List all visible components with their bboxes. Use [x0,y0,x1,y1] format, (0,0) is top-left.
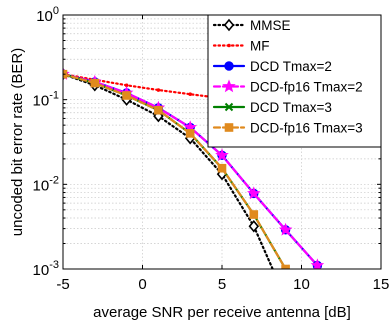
legend-label: MF [250,39,270,54]
legend-label: MMSE [250,18,291,33]
grid [63,15,381,269]
legend: MMSE MF DCD Tmax=2 DCD-fp16 Tmax=2 DCD Tmax=… [207,14,382,148]
y-tick-exponent: -2 [49,174,59,186]
legend-item: MMSE [212,18,291,33]
series-line [63,73,274,269]
y-tick-exponent: -3 [49,259,59,271]
y-tick-base: 10 [33,93,50,110]
series-dcd-fp16-tmax-3 [63,69,290,269]
legend-marker [224,123,234,132]
legend-marker [223,18,235,32]
legend-label: DCD Tmax=3 [250,100,332,115]
y-tick-label: 10-3 [33,259,59,279]
legend-item: DCD Tmax=3 [212,100,332,115]
legend-item: MF [212,39,270,54]
data-point [281,293,289,303]
legend-label: DCD-fp16 Tmax=2 [250,80,363,95]
y-tick-exponent: 0 [53,5,59,17]
legend-marker [224,102,234,112]
y-tick-base: 10 [36,8,53,25]
legend-marker [224,61,234,71]
data-point [185,129,195,138]
legend-label: DCD-fp16 Tmax=3 [250,121,363,136]
data-point [217,163,227,173]
legend-items: MMSE MF DCD Tmax=2 DCD-fp16 Tmax=2 DCD Tmax=… [212,18,363,136]
y-tick-label: 10-1 [33,90,59,110]
data-point [248,219,260,233]
series-line [63,73,287,269]
legend-marker [227,43,231,48]
data-point [281,264,290,269]
data-point [188,92,192,97]
legend-item: DCD-fp16 Tmax=2 [212,79,363,95]
y-tick-label: 100 [36,5,59,25]
y-tick-exponent: -1 [49,90,59,102]
x-tick-label: -5 [56,276,69,293]
data-point [278,222,293,236]
data-point [90,78,100,88]
data-point [310,258,325,269]
data-point [215,148,229,162]
x-tick-labels: -5 0 5 10 15 [56,276,389,293]
data-point [247,186,261,200]
x-tick-label: 15 [373,276,390,293]
y-tick-base: 10 [33,177,50,194]
legend-box [207,14,382,148]
x-tick-label: 5 [218,276,226,293]
x-axis-label: average SNR per receive antenna [dB] [93,304,351,321]
legend-item: DCD Tmax=2 [212,59,332,74]
legend-label: DCD Tmax=2 [250,59,332,74]
y-axis-label: uncoded bit error rate (BER) [9,48,26,236]
series-mmse [63,67,289,303]
data-point [156,88,161,92]
data-point [124,83,129,88]
data-point [154,105,163,115]
data-point [249,210,259,219]
x-tick-label: 0 [138,276,146,293]
y-tick-base: 10 [33,262,50,279]
data-point [122,91,131,100]
legend-item: DCD-fp16 Tmax=3 [212,121,363,136]
x-tick-label: 10 [293,276,310,293]
legend-marker [222,79,236,93]
y-tick-label: 10-2 [33,174,59,194]
